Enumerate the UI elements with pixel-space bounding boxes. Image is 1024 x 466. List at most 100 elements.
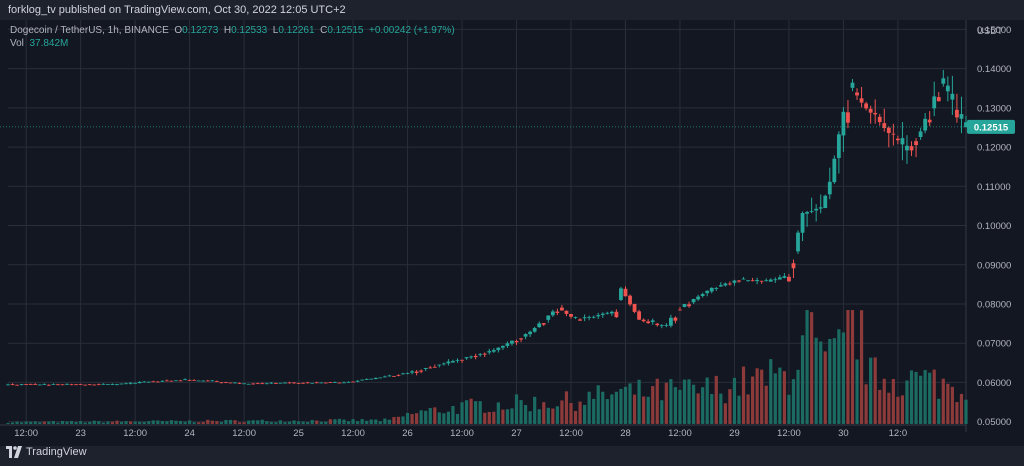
volume-bar [356,421,360,424]
candle-body [696,296,701,300]
candle-body [392,375,396,377]
volume-bar [592,398,596,424]
candle-body [555,311,560,313]
candle-body [342,382,346,384]
candle-body [909,146,914,151]
volume-bar [265,421,269,424]
volume-bar [169,420,174,424]
candle-body [886,127,891,133]
candle-body [396,374,401,376]
volume-bar [823,351,827,424]
tradingview-footer[interactable]: TradingView [6,446,87,458]
volume-bar [419,410,423,424]
candle-body [273,383,278,384]
candle-body [768,279,773,282]
volume-bar [542,402,546,424]
candle-body [877,116,882,123]
candle-body [791,263,796,269]
volume-bar [405,412,410,424]
candle-body [228,382,233,384]
candle-body [550,311,555,316]
volume-value: 37.842M [29,38,69,49]
candle-body [959,114,964,119]
volume-bar [110,421,115,424]
candle-body [373,377,378,380]
volume-bar [614,391,618,424]
volume-bar [741,366,746,424]
price-tick-label: 0.12000 [977,143,1011,154]
time-tick-label: 27 [511,428,522,439]
candle-body [818,207,823,209]
candle-body [573,317,578,318]
low-value: 0.12261 [278,25,315,36]
volume-bar [106,421,110,424]
candle-body [224,382,228,384]
volume-bar [464,400,469,424]
candle-body [900,138,905,145]
candle-body [673,317,678,321]
volume-bar [791,379,796,424]
candle-body [351,381,355,383]
volume-bar [691,384,696,424]
volume-bar [537,409,541,424]
volume-bar [219,422,223,424]
candle-body [196,380,201,382]
candle-body [500,345,505,348]
candle-body [251,383,256,385]
candle-body [700,294,705,296]
candle-body [728,283,732,285]
volume-bar [138,421,142,424]
volume-bar [928,372,932,424]
volume-bar [828,338,832,424]
candle-body [850,82,855,88]
volume-bar [696,393,700,424]
volume-bar [878,389,882,424]
volume-bar [555,406,559,424]
candle-body [19,384,24,385]
volume-bar [896,396,900,424]
candle-body [668,317,673,326]
volume-bar [455,413,460,424]
volume-bar [846,310,850,424]
candle-body [895,138,900,141]
volume-bar [178,421,183,424]
candle-body [523,334,528,337]
candle-body [155,381,160,383]
candle-body [355,380,360,382]
candle-body [146,381,151,383]
time-tick-label: 30 [838,428,849,439]
volume-bar [378,421,382,424]
candle-body [918,131,923,137]
volume-bar [628,383,632,424]
volume-bar [869,357,873,424]
candle-body [6,384,10,386]
volume-bar [333,419,337,424]
open-label: O [174,25,183,36]
volume-bar [188,420,192,424]
volume-bar [850,310,855,424]
candle-body [650,320,655,323]
volume-bar [315,420,319,424]
volume-bar [33,421,37,424]
candle-body [600,313,605,315]
price-tick-label: 0.08000 [977,299,1011,310]
candle-body [955,109,959,118]
candle-body [92,384,97,386]
candle-body [596,315,601,317]
candle-body [587,317,592,318]
candle-body [369,378,374,380]
candle-body [364,379,369,380]
candle-body [737,280,741,282]
time-tick-label: 29 [729,428,740,439]
candle-body [605,312,610,314]
volume-bar [233,420,237,424]
volume-bar [510,408,514,424]
candle-body [74,384,79,386]
candle-body [305,382,310,384]
candle-body [210,380,215,382]
candle-body [69,384,74,386]
volume-bar [941,378,945,424]
volume-bar [841,332,846,424]
candle-body [773,279,778,281]
